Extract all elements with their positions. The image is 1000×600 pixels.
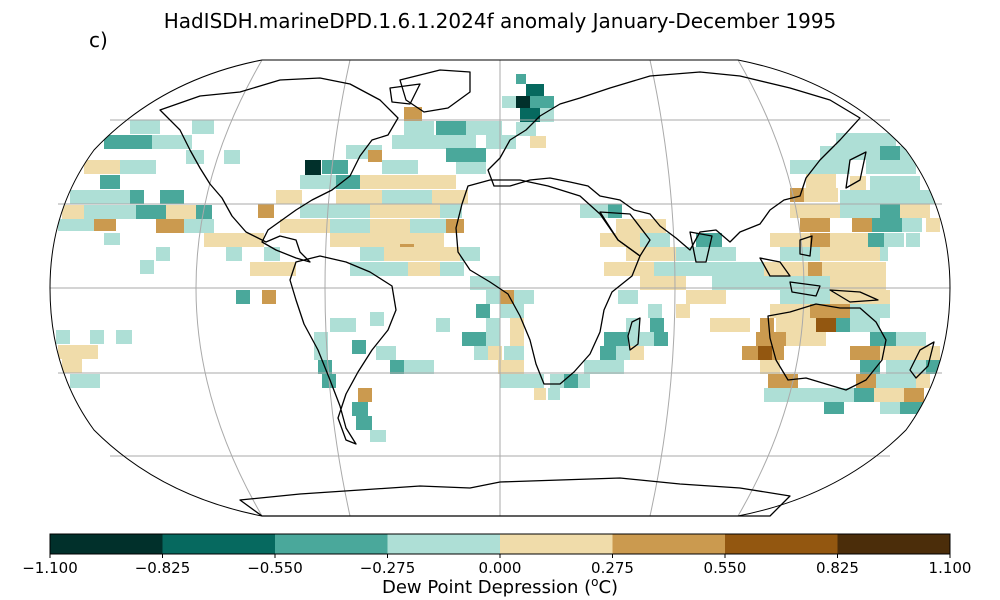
colorbar-segment — [387, 534, 501, 554]
colorbar-tick-label: 0.000 — [478, 559, 522, 577]
colorbar-tick-label: −1.100 — [22, 559, 78, 577]
anomaly-grid-layer — [56, 74, 940, 442]
colorbar-segment — [162, 534, 276, 554]
colorbar-label-prefix: Dew Point Depression ( — [381, 577, 592, 598]
colorbar-tick-label: 0.275 — [591, 559, 634, 577]
colorbar-tick-label: 0.825 — [816, 559, 859, 577]
colorbar-tick-label: −0.550 — [247, 559, 303, 577]
colorbar-tick-label: −0.275 — [359, 559, 416, 577]
colorbar-label-suffix: C) — [598, 577, 619, 598]
globe-outline — [49, 59, 951, 517]
colorbar-label: Dew Point Depression (oC) — [0, 575, 1000, 598]
colorbar-tick-label: 1.100 — [928, 559, 972, 577]
colorbar-segment — [500, 534, 613, 554]
colorbar-segment — [50, 534, 163, 554]
graticule — [50, 59, 950, 517]
colorbar-segment — [837, 534, 951, 554]
colorbar-segment — [725, 534, 838, 554]
map-title: HadISDH.marineDPD.1.6.1.2024f anomaly Ja… — [163, 9, 837, 33]
panel-label: c) — [89, 28, 108, 52]
coastlines — [159, 69, 935, 517]
colorbar — [49, 533, 951, 558]
colorbar-segment — [275, 534, 388, 554]
colorbar-tick-label: −0.825 — [134, 559, 191, 577]
colorbar-tick-label: 0.550 — [703, 559, 747, 577]
colorbar-label-sup: o — [591, 575, 599, 589]
colorbar-segment — [612, 534, 726, 554]
